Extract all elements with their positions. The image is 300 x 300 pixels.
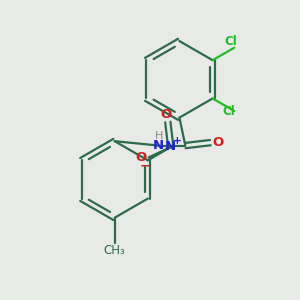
- Text: O: O: [136, 152, 147, 164]
- Text: O: O: [161, 108, 172, 121]
- Text: Cl: Cl: [224, 35, 237, 48]
- Text: O: O: [212, 136, 223, 148]
- Text: Cl: Cl: [223, 105, 235, 118]
- Text: +: +: [173, 136, 182, 146]
- Text: N: N: [153, 139, 164, 152]
- Text: N: N: [165, 140, 176, 153]
- Text: CH₃: CH₃: [104, 244, 125, 257]
- Text: −: −: [140, 159, 150, 172]
- Text: H: H: [155, 131, 164, 141]
